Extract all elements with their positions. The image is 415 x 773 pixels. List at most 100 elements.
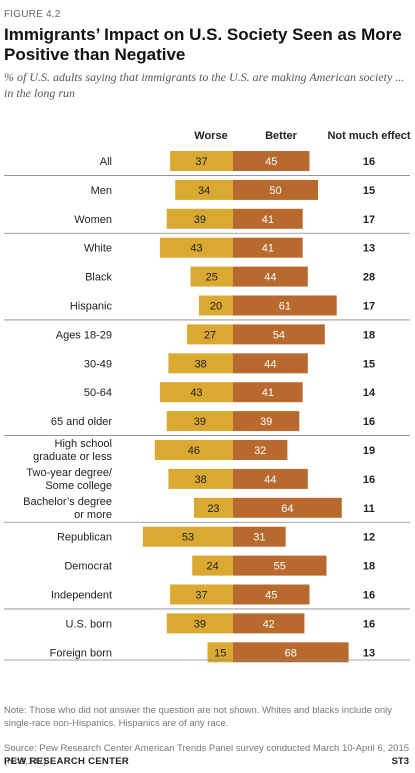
category-label: graduate or less [33, 451, 112, 463]
bar-worse [166, 208, 233, 229]
bar-better [233, 324, 325, 345]
header-better: Better [265, 130, 298, 142]
value-label-worse: 20 [210, 301, 222, 313]
bar-better [233, 584, 310, 605]
value-label-not-much-effect: 18 [363, 329, 375, 341]
organization-name: PEW RESEARCH CENTER [4, 756, 129, 767]
value-label-better: 68 [285, 647, 297, 659]
category-label: U.S. born [66, 618, 112, 630]
value-label-not-much-effect: 11 [363, 503, 375, 515]
chart-source: Source: Pew Research Center American Tre… [4, 743, 410, 767]
category-label: 65 and older [51, 416, 112, 428]
category-label: Black [85, 272, 112, 284]
category-label: High school [55, 438, 112, 450]
value-label-not-much-effect: 15 [363, 185, 375, 197]
bar-worse [170, 584, 233, 605]
value-label-not-much-effect: 18 [363, 561, 375, 573]
bar-worse [166, 411, 233, 432]
category-label: or more [74, 509, 112, 521]
value-label-better: 44 [264, 272, 276, 284]
category-label: Two-year degree/ [26, 467, 113, 479]
category-label: Men [91, 185, 112, 197]
value-label-worse: 46 [188, 445, 200, 457]
bar-worse [170, 151, 233, 171]
value-label-worse: 37 [195, 156, 207, 168]
value-label-worse: 38 [195, 474, 207, 486]
value-label-not-much-effect: 16 [363, 156, 375, 168]
bar-better [233, 468, 308, 489]
value-label-not-much-effect: 16 [363, 416, 375, 428]
value-label-better: 61 [279, 301, 291, 313]
bar-better [233, 642, 349, 663]
value-label-better: 54 [273, 329, 285, 341]
value-label-worse: 43 [190, 243, 202, 255]
bar-worse [175, 179, 233, 200]
bar-better [233, 353, 308, 374]
value-label-worse: 34 [198, 185, 210, 197]
bar-better [233, 179, 318, 200]
bar-worse [207, 642, 233, 663]
chart-code: ST3 [391, 756, 409, 767]
value-label-not-much-effect: 28 [363, 272, 375, 284]
value-label-better: 32 [254, 445, 266, 457]
bar-better [233, 555, 327, 576]
bar-better [233, 208, 303, 229]
value-label-worse: 25 [206, 272, 218, 284]
bar-worse [159, 237, 233, 258]
category-label: Hispanic [70, 301, 113, 313]
value-label-better: 50 [269, 185, 281, 197]
value-label-not-much-effect: 12 [363, 532, 375, 544]
bar-better [233, 497, 342, 518]
value-label-worse: 39 [194, 618, 206, 630]
category-label: Independent [51, 590, 112, 602]
bar-better [233, 382, 303, 403]
value-label-better: 42 [263, 618, 275, 630]
value-label-better: 55 [274, 561, 286, 573]
value-label-better: 41 [262, 387, 274, 399]
value-label-better: 31 [253, 532, 265, 544]
value-label-not-much-effect: 17 [363, 214, 375, 226]
value-label-worse: 23 [207, 503, 219, 515]
category-label: Republican [57, 532, 112, 544]
category-label: Women [74, 214, 112, 226]
chart-note: Note: Those who did not answer the quest… [4, 705, 392, 729]
value-label-better: 45 [265, 156, 277, 168]
bar-better [233, 237, 303, 258]
value-label-not-much-effect: 16 [363, 618, 375, 630]
value-label-not-much-effect: 15 [363, 358, 375, 370]
value-label-better: 41 [262, 243, 274, 255]
header-worse: Worse [194, 130, 227, 142]
bar-better [233, 613, 305, 634]
value-label-worse: 38 [195, 358, 207, 370]
bar-worse [159, 382, 233, 403]
value-label-not-much-effect: 17 [363, 301, 375, 313]
value-label-not-much-effect: 19 [363, 445, 375, 457]
value-label-worse: 39 [194, 214, 206, 226]
value-label-not-much-effect: 16 [363, 474, 375, 486]
category-label: Ages 18-29 [56, 329, 112, 341]
value-label-worse: 43 [190, 387, 202, 399]
bar-worse [168, 468, 233, 489]
category-label: Democrat [64, 561, 112, 573]
bar-worse [199, 295, 233, 316]
value-label-better: 44 [264, 358, 276, 370]
category-label: 30-49 [84, 358, 112, 370]
value-label-better: 64 [281, 503, 293, 515]
header-not-much-effect: Not much effect [327, 130, 410, 142]
category-label: Foreign born [50, 647, 112, 659]
value-label-better: 44 [264, 474, 276, 486]
category-label: All [100, 156, 112, 168]
value-label-not-much-effect: 14 [363, 387, 376, 399]
chart-title: Immigrants’ Impact on U.S. Society Seen … [4, 25, 402, 64]
value-label-not-much-effect: 13 [363, 647, 375, 659]
bar-worse [193, 497, 233, 518]
bar-better [233, 526, 286, 547]
bar-better [233, 295, 337, 316]
value-label-worse: 24 [206, 561, 218, 573]
bar-worse [142, 526, 233, 547]
value-label-better: 45 [265, 590, 277, 602]
bar-worse [190, 266, 233, 287]
bar-worse [187, 324, 233, 345]
bar-better [233, 440, 288, 460]
bar-worse [154, 440, 233, 460]
